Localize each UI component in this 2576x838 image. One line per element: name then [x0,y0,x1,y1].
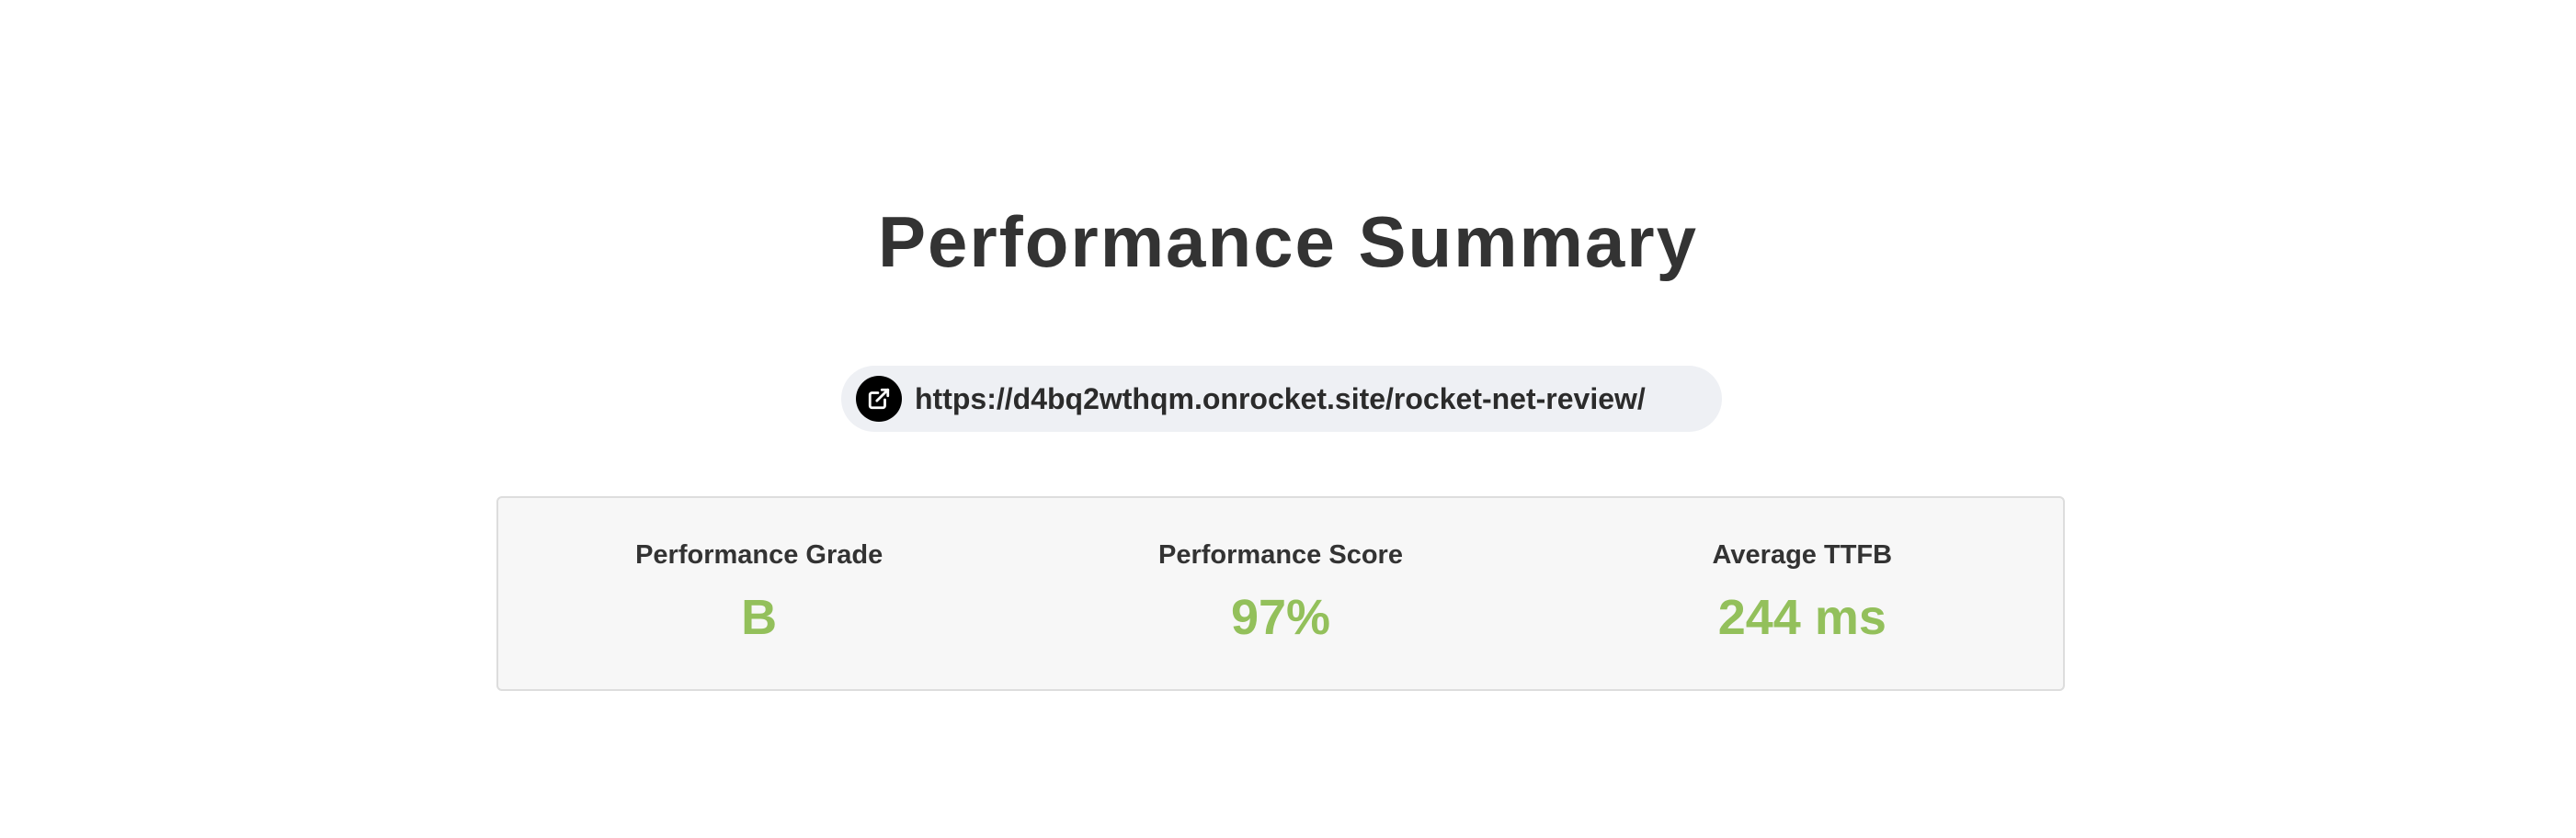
metrics-panel: Performance Grade B Performance Score 97… [496,496,2065,691]
metric-average-ttfb: Average TTFB 244 ms [1542,498,2063,689]
page-title: Performance Summary [877,201,1699,282]
metric-label: Performance Score [1158,540,1403,570]
metric-performance-score: Performance Score 97% [1020,498,1541,689]
metric-value: 244 ms [1717,590,1886,645]
metric-value: 97% [1230,590,1331,645]
metric-performance-grade: Performance Grade B [498,498,1020,689]
site-url-link[interactable]: https://d4bq2wthqm.onrocket.site/rocket-… [915,381,1646,415]
external-link-icon[interactable] [856,376,902,422]
url-pill[interactable]: https://d4bq2wthqm.onrocket.site/rocket-… [841,366,1722,432]
metric-label: Performance Grade [635,540,883,570]
metric-value: B [741,590,778,645]
metric-label: Average TTFB [1712,540,1893,570]
